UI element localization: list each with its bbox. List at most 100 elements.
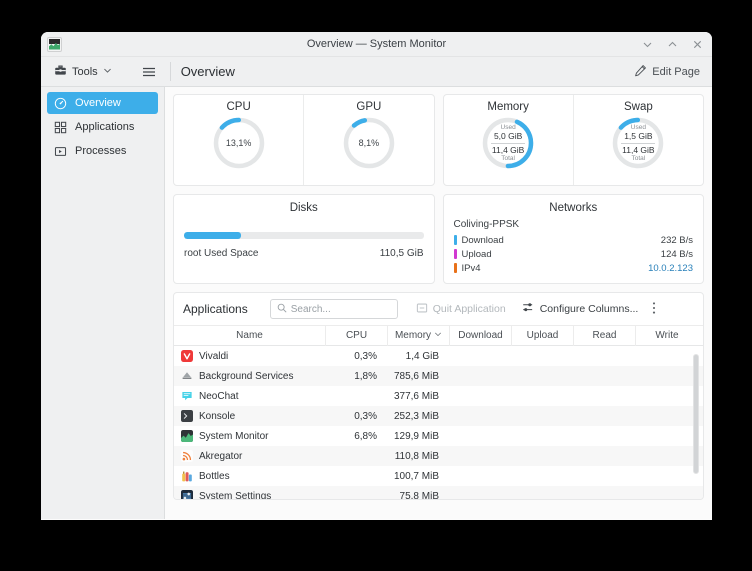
app-name: Bottles xyxy=(199,470,230,482)
cpu-title: CPU xyxy=(226,101,251,113)
sliders-icon xyxy=(522,301,535,317)
app-name-cell: System Monitor xyxy=(174,430,326,442)
column-header-download[interactable]: Download xyxy=(450,326,512,346)
applications-toolbar: Applications Search... xyxy=(174,293,703,326)
gpu-value: 8,1% xyxy=(358,137,380,148)
upload-label: Upload xyxy=(461,248,492,260)
memory-cell: 377,6 MiB xyxy=(393,390,439,402)
column-header-upload[interactable]: Upload xyxy=(512,326,574,346)
table-row[interactable]: System Settings 75,8 MiB xyxy=(174,486,703,499)
gpu-value-wrap: 8,1% xyxy=(341,115,397,171)
cpu-cell: 1,8% xyxy=(354,370,377,382)
gpu-gauge: GPU 8,1% xyxy=(303,95,433,185)
pencil-icon xyxy=(634,64,647,80)
search-input[interactable]: Search... xyxy=(269,299,398,319)
cpu-value-wrap: 13,1% xyxy=(211,115,267,171)
maximize-icon[interactable] xyxy=(666,38,679,51)
quit-application-label: Quit Application xyxy=(432,303,506,315)
memory-cell: 1,4 GiB xyxy=(405,350,439,362)
sidebar-item-applications[interactable]: Applications xyxy=(47,116,158,138)
scrollbar-thumb[interactable] xyxy=(693,354,699,474)
memory-ring: Used 5,0 GiB 11,4 GiB Total xyxy=(480,115,536,171)
edit-page-button[interactable]: Edit Page xyxy=(631,61,703,83)
memory-cell: 75,8 MiB xyxy=(399,490,439,500)
tools-label: Tools xyxy=(72,65,98,78)
ipv4-value[interactable]: 10.0.2.123 xyxy=(648,262,693,274)
column-header-name[interactable]: Name xyxy=(174,326,326,346)
memory-cell: 785,6 MiB xyxy=(393,370,439,382)
applications-table: Name CPU Memory Download Upload Read xyxy=(174,326,703,499)
configure-columns-button[interactable]: Configure Columns... xyxy=(522,301,639,317)
quit-application-button[interactable]: Quit Application xyxy=(416,302,506,317)
bottles-icon xyxy=(181,470,193,482)
table-row[interactable]: Akregator 110,8 MiB xyxy=(174,446,703,466)
download-color-swatch xyxy=(453,235,457,245)
window-titlebar[interactable]: Overview — System Monitor xyxy=(41,32,712,57)
memory-used-label: Used xyxy=(500,123,516,131)
swap-total-value: 11,4 GiB xyxy=(622,144,655,155)
table-row[interactable]: Vivaldi 0,3% 1,4 GiB xyxy=(174,346,703,366)
window-controls xyxy=(641,38,704,51)
cpu-gpu-card: CPU 13,1% GPU xyxy=(173,94,435,186)
app-name-cell: Bottles xyxy=(174,470,326,482)
swap-title: Swap xyxy=(623,101,653,113)
sidebar-item-overview[interactable]: Overview xyxy=(47,92,158,114)
memory-used-value: 5,0 GiB xyxy=(493,131,523,142)
kebab-menu-icon[interactable] xyxy=(652,301,656,318)
edit-page-label: Edit Page xyxy=(652,65,700,78)
swap-divider xyxy=(621,142,656,144)
cpu-gauge: CPU 13,1% xyxy=(174,95,303,185)
upload-value: 124 B/s xyxy=(660,248,693,260)
table-row[interactable]: Konsole 0,3% 252,3 MiB xyxy=(174,406,703,426)
column-header-cpu[interactable]: CPU xyxy=(326,326,388,346)
column-header-read[interactable]: Read xyxy=(574,326,636,346)
search-icon xyxy=(277,300,287,318)
cpu-cell: 0,3% xyxy=(354,350,377,362)
app-name-cell: Konsole xyxy=(174,410,326,422)
gauge-icon xyxy=(54,97,67,110)
background-services-icon xyxy=(181,370,193,382)
page-title: Overview xyxy=(180,64,235,79)
quit-icon xyxy=(416,302,428,317)
sidebar: Overview Applications xyxy=(41,87,165,519)
chevron-down-icon xyxy=(434,326,442,346)
app-name: Background Services xyxy=(199,370,294,382)
minimize-icon[interactable] xyxy=(641,38,654,51)
disk-legend: root Used Space 110,5 GiB xyxy=(184,248,424,259)
gpu-ring: 8,1% xyxy=(341,115,397,171)
app-name: System Settings xyxy=(199,490,272,500)
sidebar-item-label: Processes xyxy=(75,145,127,157)
configure-columns-label: Configure Columns... xyxy=(539,303,639,315)
download-value: 232 B/s xyxy=(660,234,693,246)
table-scrollbar[interactable] xyxy=(692,348,700,495)
search-placeholder: Search... xyxy=(290,303,331,315)
disks-networks-row: Disks root Used Space 110,5 GiB Networks… xyxy=(173,194,704,284)
close-icon[interactable] xyxy=(691,38,704,51)
app-name-cell: System Settings xyxy=(174,490,326,499)
table-row[interactable]: NeoChat 377,6 MiB xyxy=(174,386,703,406)
column-header-write[interactable]: Write xyxy=(655,329,679,341)
table-row[interactable]: System Monitor 6,8% 129,9 MiB xyxy=(174,426,703,446)
table-row[interactable]: Bottles 100,7 MiB xyxy=(174,466,703,486)
swap-values: Used 1,5 GiB 11,4 GiB Total xyxy=(610,115,666,171)
table-row[interactable]: Background Services 1,8% 785,6 MiB xyxy=(174,366,703,386)
disk-usage-fill xyxy=(184,232,242,239)
disk-legend-label: root Used Space xyxy=(184,248,259,259)
applications-heading: Applications xyxy=(183,302,248,316)
hamburger-menu-icon[interactable] xyxy=(136,61,162,83)
app-name-cell: Akregator xyxy=(174,450,326,462)
toolbar-separator xyxy=(169,62,171,81)
konsole-icon xyxy=(181,410,193,422)
app-name: Konsole xyxy=(199,410,236,422)
tools-button[interactable]: Tools xyxy=(50,61,116,83)
window-title: Overview — System Monitor xyxy=(306,38,447,50)
sidebar-item-processes[interactable]: Processes xyxy=(47,140,158,162)
gpu-title: GPU xyxy=(356,101,382,113)
memory-total-label: Total xyxy=(501,154,515,162)
column-header-memory-label: Memory xyxy=(394,329,432,341)
memory-cell: 252,3 MiB xyxy=(393,410,439,422)
memory-values: Used 5,0 GiB 11,4 GiB Total xyxy=(480,115,536,171)
column-header-memory[interactable]: Memory xyxy=(388,326,450,346)
system-monitor-window: Overview — System Monitor xyxy=(41,32,712,520)
ipv4-label: IPv4 xyxy=(461,262,481,274)
